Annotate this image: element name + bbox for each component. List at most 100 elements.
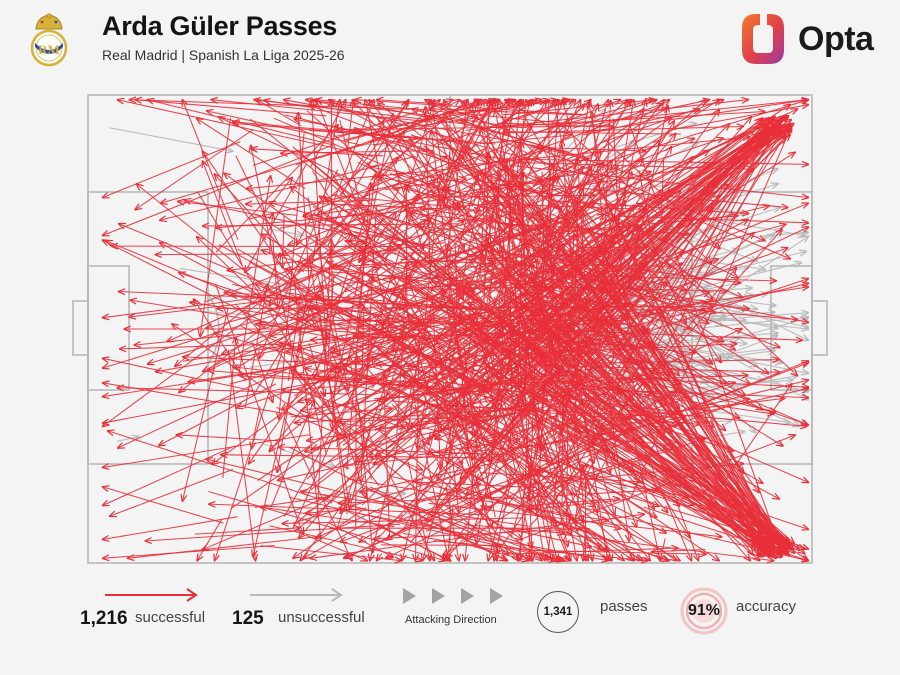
successful-passes	[103, 100, 809, 561]
successful-pass-803	[430, 287, 554, 290]
successful-pass-474	[279, 133, 305, 419]
successful-pass-1173	[487, 362, 676, 427]
successful-pass-1059	[365, 246, 768, 549]
successful-pass-1033	[103, 240, 275, 328]
successful-pass-1082	[376, 523, 449, 561]
successful-pass-942	[384, 497, 506, 561]
successful-pass-648	[202, 491, 341, 550]
successful-arrow-icon	[105, 588, 198, 602]
successful-pass-456	[370, 306, 766, 548]
successful-pass-1192	[244, 284, 267, 409]
successful-pass-249	[542, 171, 544, 260]
successful-pass-877	[276, 406, 422, 469]
successful-pass-188	[178, 201, 297, 216]
successful-pass-1077	[436, 330, 551, 419]
successful-pass-615	[335, 100, 481, 155]
successful-pass-806	[349, 428, 372, 510]
successful-pass-940	[587, 268, 737, 451]
successful-pass-1165	[300, 345, 327, 455]
successful-pass-1162	[245, 164, 307, 273]
successful-pass-1188	[369, 486, 533, 561]
successful-pass-1208	[323, 212, 396, 324]
successful-pass-557	[338, 496, 512, 503]
successful-pass-1090	[493, 363, 780, 373]
successful-pass-1185	[376, 116, 423, 250]
successful-pass-1207	[463, 206, 769, 281]
successful-pass-1191	[288, 261, 495, 317]
successful-pass-878	[347, 478, 608, 521]
successful-pass-897	[461, 271, 482, 307]
successful-pass-1213	[543, 213, 680, 376]
successful-pass-1014	[103, 487, 224, 524]
successful-pass-1151	[287, 296, 300, 381]
successful-pass-1110	[316, 100, 577, 125]
successful-pass-301	[214, 333, 443, 399]
successful-pass-1118	[532, 100, 627, 186]
successful-pass-1150	[529, 146, 645, 151]
successful-pass-1091	[365, 336, 373, 383]
successful-pass-1184	[511, 172, 651, 222]
successful-pass-1071	[332, 366, 337, 430]
successful-pass-1158	[393, 100, 620, 191]
successful-pass-870	[329, 217, 494, 259]
successful-pass-1025	[541, 269, 808, 322]
successful-pass-511	[599, 100, 724, 144]
successful-pass-856	[450, 483, 668, 561]
successful-pass-1105	[286, 269, 499, 284]
successful-pass-970	[562, 134, 762, 363]
successful-pass-890	[334, 309, 772, 550]
successful-pass-1209	[211, 100, 433, 123]
successful-pass-783	[553, 265, 684, 357]
opta-logo-icon	[742, 12, 784, 64]
successful-pass-916	[440, 149, 544, 202]
successful-pass-669	[504, 203, 648, 209]
successful-pass-657	[258, 268, 380, 315]
unsuccessful-pass-93	[648, 318, 808, 362]
successful-pass-1178	[546, 315, 794, 553]
successful-pass-558	[269, 525, 423, 561]
successful-pass-576	[662, 159, 664, 213]
successful-pass-924	[521, 226, 542, 417]
successful-pass-1201	[278, 451, 406, 480]
successful-pass-357	[145, 523, 401, 541]
successful-pass-250	[182, 100, 239, 240]
successful-pass-1050	[508, 188, 581, 199]
successful-pass-832	[401, 399, 547, 435]
successful-pass-1053	[499, 297, 592, 338]
successful-pass-744	[508, 436, 523, 479]
successful-pass-926	[301, 379, 526, 410]
successful-pass-1089	[432, 298, 441, 469]
successful-pass-1054	[366, 296, 436, 320]
attacking-direction-label: Attacking Direction	[405, 614, 497, 626]
successful-pass-816	[611, 489, 719, 561]
successful-pass-1181	[487, 112, 765, 129]
successful-pass-1116	[520, 321, 551, 373]
successful-pass-654	[289, 496, 563, 561]
successful-pass-1062	[386, 474, 621, 529]
successful-pass-1002	[300, 495, 350, 561]
successful-pass-965	[362, 306, 364, 369]
successful-pass-1171	[574, 465, 583, 523]
successful-pass-1179	[406, 184, 484, 256]
successful-pass-535	[357, 404, 373, 553]
successful-pass-1097	[438, 414, 456, 480]
unsuccessful-pass-76	[580, 350, 775, 379]
successful-pass-1081	[478, 188, 584, 438]
successful-pass-917	[479, 472, 640, 482]
successful-pass-545	[290, 187, 387, 260]
successful-pass-1027	[431, 100, 453, 227]
successful-pass-443	[328, 274, 335, 364]
pitch	[72, 94, 828, 564]
successful-pass-1001	[517, 391, 676, 485]
successful-pass-776	[251, 145, 298, 373]
successful-pass-586	[559, 416, 711, 490]
successful-pass-1108	[537, 346, 548, 508]
successful-pass-939	[578, 109, 644, 193]
successful-pass-911	[703, 384, 792, 512]
successful-pass-888	[330, 324, 418, 394]
successful-pass-1203	[354, 126, 520, 214]
successful-pass-1043	[484, 100, 580, 325]
header: RM Arda Güler Passes Real Madrid | Spani…	[0, 0, 900, 80]
successful-pass-1037	[218, 244, 778, 543]
unsuccessful-pass-24	[648, 236, 809, 346]
